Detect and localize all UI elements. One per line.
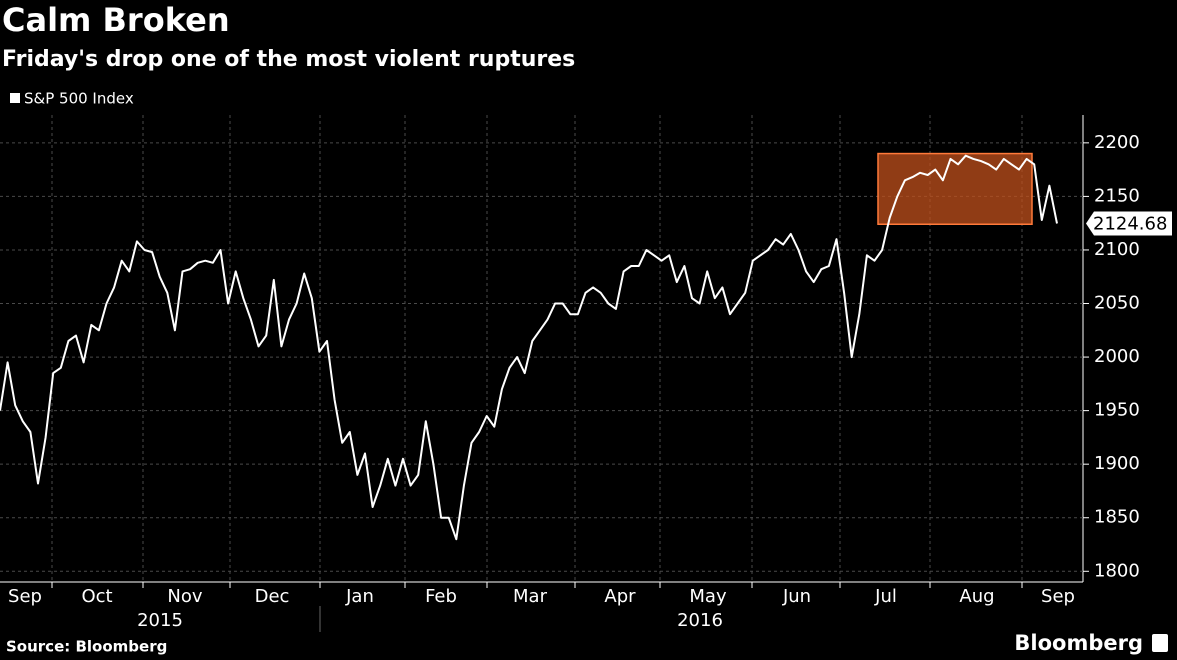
y-tick-label: 1800 [1094, 560, 1140, 581]
x-tick-label: Jul [874, 586, 897, 607]
source: Source: Bloomberg [6, 638, 167, 656]
x-tick-label: Feb [425, 586, 457, 607]
legend-label: S&P 500 Index [24, 90, 134, 108]
y-tick-label: 1850 [1094, 507, 1140, 528]
y-tick-label: 2000 [1094, 346, 1140, 367]
y-tick-label: 1900 [1094, 453, 1140, 474]
x-tick-label: Nov [167, 586, 202, 607]
brand: Bloomberg [1014, 631, 1143, 655]
year-label: 2016 [677, 610, 723, 631]
legend-swatch [10, 93, 20, 103]
x-tick-label: Oct [81, 586, 112, 607]
brand-icon [1152, 634, 1168, 652]
chart-title: Calm Broken [2, 1, 230, 39]
year-label: 2015 [137, 610, 183, 631]
x-tick-label: Aug [959, 586, 994, 607]
x-tick-label: Apr [604, 586, 636, 607]
y-tick-label: 2050 [1094, 293, 1140, 314]
x-tick-label: Jun [782, 586, 811, 607]
x-tick-label: Dec [255, 586, 290, 607]
y-tick-label: 2200 [1094, 132, 1140, 153]
x-tick-label: Sep [8, 586, 42, 607]
x-tick-label: Sep [1041, 586, 1075, 607]
x-tick-label: Jan [345, 586, 374, 607]
last-value-label: 2124.68 [1093, 214, 1167, 235]
last-value-box [1086, 211, 1172, 236]
line [0, 154, 1058, 541]
x-tick-label: Mar [513, 586, 548, 607]
chart-subtitle: Friday's drop one of the most violent ru… [2, 47, 575, 72]
y-tick-label: 2100 [1094, 239, 1140, 260]
y-tick-label: 2150 [1094, 185, 1140, 206]
highlight-box [877, 152, 1033, 226]
y-tick-label: 1950 [1094, 400, 1140, 421]
x-tick-label: May [689, 586, 727, 607]
